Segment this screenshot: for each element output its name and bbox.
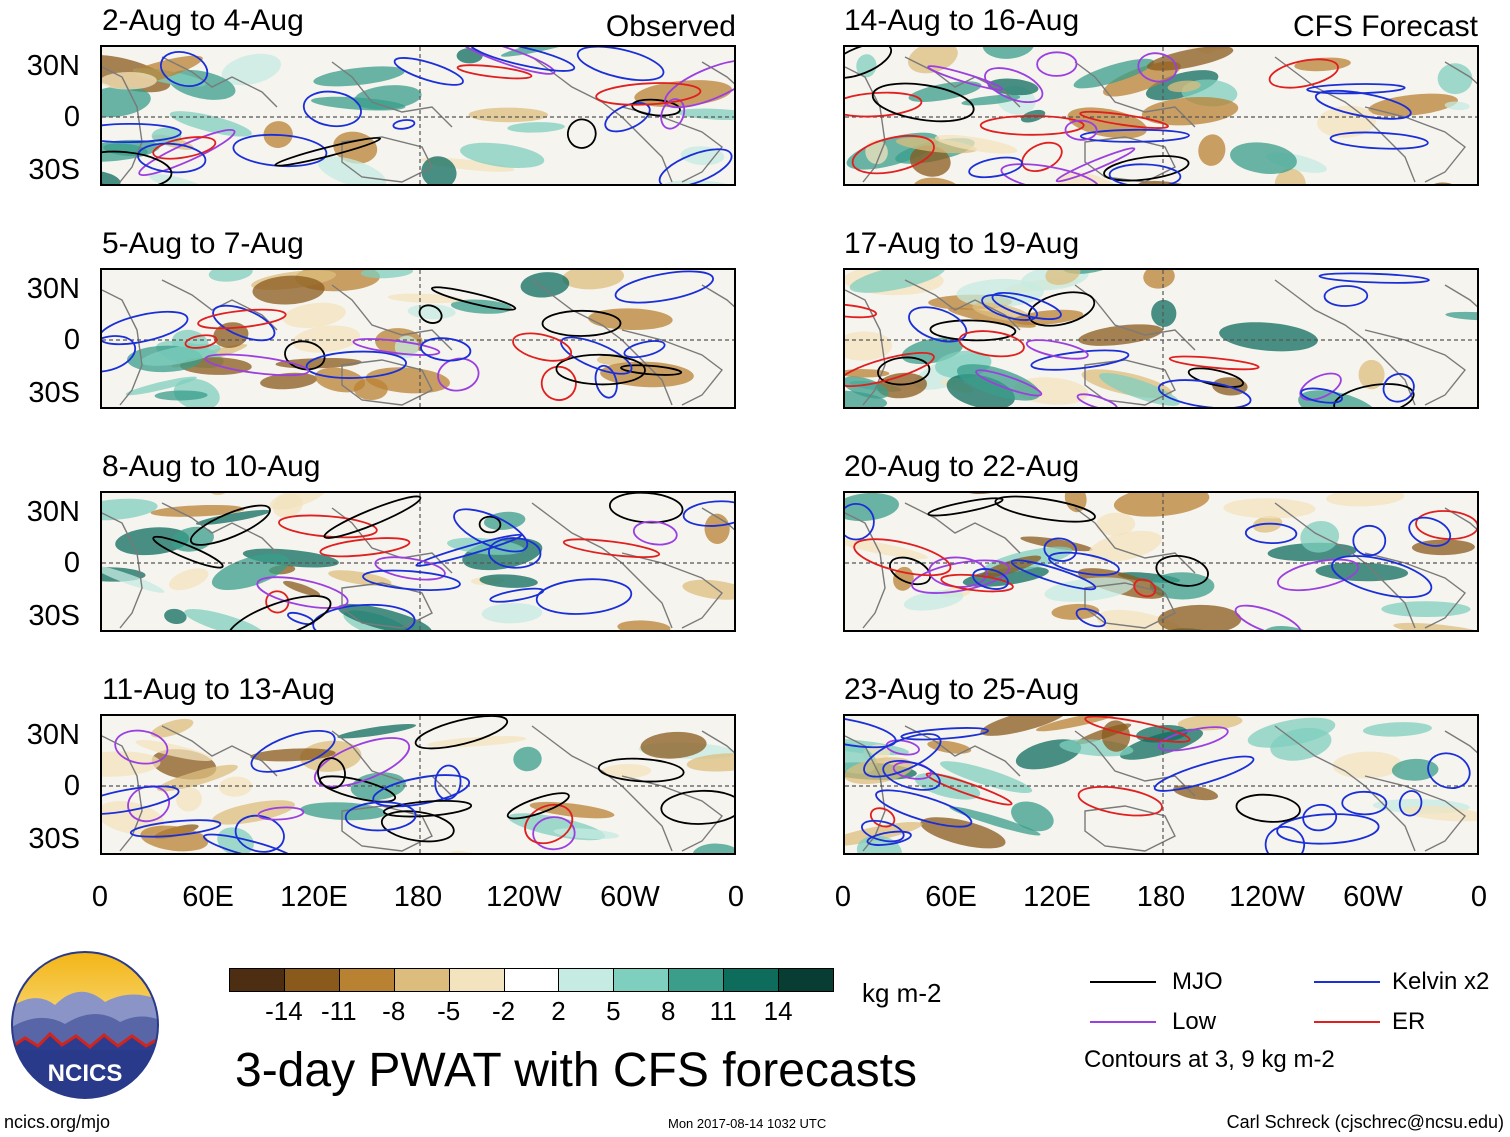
observed-header: Observed bbox=[605, 10, 736, 43]
colorbar-swatch bbox=[613, 968, 670, 992]
wave-contours bbox=[102, 47, 734, 184]
map-panel-obs-2 bbox=[100, 268, 736, 409]
lat-label-30s: 30S bbox=[28, 377, 80, 409]
wave-contours bbox=[152, 493, 734, 630]
wave-contours bbox=[845, 47, 1429, 184]
lat-label-30n: 30N bbox=[26, 273, 80, 305]
colorbar-swatch bbox=[338, 968, 395, 992]
lat-label-eq: 0 bbox=[63, 101, 80, 133]
anomaly-field bbox=[102, 718, 734, 853]
legend-kelvin-swatch bbox=[1314, 981, 1380, 983]
map-panel-obs-4 bbox=[100, 714, 736, 855]
colorbar-swatch bbox=[229, 968, 285, 992]
colorbar-tick-label: -14 bbox=[265, 996, 303, 1026]
colorbar-tick-label: 2 bbox=[551, 996, 566, 1026]
lon-label-60e: 60E bbox=[182, 881, 234, 913]
lon-label-60w: 60W bbox=[1343, 881, 1403, 913]
coastlines bbox=[102, 279, 734, 406]
lon-label-0: 0 bbox=[834, 881, 852, 913]
panel-title-fcst-4: 23-Aug to 25-Aug bbox=[844, 673, 1080, 706]
legend-mjo-label: MJO bbox=[1172, 968, 1223, 995]
main-title: 3-day PWAT with CFS forecasts bbox=[235, 1044, 917, 1097]
colorbar bbox=[229, 968, 834, 992]
colorbar-swatch bbox=[283, 968, 340, 992]
lat-label-30n: 30N bbox=[26, 496, 80, 528]
colorbar-tick-label: -2 bbox=[491, 996, 516, 1026]
lon-label-120w: 120W bbox=[1229, 881, 1305, 913]
legend-low-label: Low bbox=[1172, 1008, 1217, 1035]
lat-label-eq: 0 bbox=[63, 547, 80, 579]
wave-contours bbox=[845, 495, 1477, 630]
legend-mjo-swatch bbox=[1090, 981, 1156, 983]
panel-title-fcst-2: 17-Aug to 19-Aug bbox=[844, 227, 1080, 260]
colorbar-tick-label: 8 bbox=[661, 996, 676, 1026]
colorbar-swatch bbox=[393, 968, 450, 992]
lon-label-180: 180 bbox=[393, 881, 443, 913]
lat-label-30s: 30S bbox=[28, 154, 80, 186]
lat-label-30n: 30N bbox=[26, 50, 80, 82]
colorbar-tick-label: -5 bbox=[437, 996, 461, 1026]
lat-label-30n: 30N bbox=[26, 719, 80, 751]
legend-er-swatch bbox=[1314, 1021, 1380, 1023]
colorbar-swatch bbox=[723, 968, 780, 992]
map-panel-obs-3 bbox=[100, 491, 736, 632]
panel-title-fcst-1: 14-Aug to 16-Aug bbox=[844, 4, 1080, 37]
panel-title-obs-3: 8-Aug to 10-Aug bbox=[102, 450, 321, 483]
legend-kelvin-label: Kelvin x2 bbox=[1392, 968, 1490, 995]
footer-author: Carl Schreck (cjschrec@ncsu.edu) bbox=[1226, 1112, 1504, 1132]
ncics-logo[interactable]: NCICS bbox=[10, 950, 160, 1100]
wave-contours bbox=[845, 716, 1471, 853]
wave-contours bbox=[102, 270, 714, 401]
panel-title-obs-4: 11-Aug to 13-Aug bbox=[102, 673, 335, 706]
logo-text: NCICS bbox=[48, 1060, 123, 1087]
lon-label-180: 180 bbox=[1136, 881, 1186, 913]
wave-contours bbox=[102, 716, 734, 853]
lon-label-120e: 120E bbox=[1023, 881, 1091, 913]
colorbar-tick-label: 14 bbox=[763, 996, 793, 1026]
lon-label-60w: 60W bbox=[600, 881, 660, 913]
panel-title-obs-1: 2-Aug to 4-Aug bbox=[102, 4, 304, 37]
lon-label-120w: 120W bbox=[486, 881, 562, 913]
anomaly-field bbox=[102, 493, 734, 630]
colorbar-swatch bbox=[503, 968, 560, 992]
colorbar-tick-label: -11 bbox=[320, 996, 357, 1026]
map-panel-fcst-4 bbox=[843, 714, 1479, 855]
lon-label-120e: 120E bbox=[280, 881, 348, 913]
lat-label-30s: 30S bbox=[28, 823, 80, 855]
lon-label-0-end: 0 bbox=[727, 881, 745, 913]
colorbar-swatch bbox=[668, 968, 725, 992]
lat-label-30s: 30S bbox=[28, 600, 80, 632]
panel-title-obs-2: 5-Aug to 7-Aug bbox=[102, 227, 304, 260]
footer-timestamp: Mon 2017-08-14 1032 UTC bbox=[668, 1116, 827, 1131]
footer-url[interactable]: ncics.org/mjo bbox=[4, 1112, 111, 1132]
coastlines bbox=[845, 725, 1477, 852]
colorbar-tick-label: 11 bbox=[709, 996, 737, 1026]
legend-er-label: ER bbox=[1392, 1008, 1426, 1035]
lat-label-eq: 0 bbox=[63, 324, 80, 356]
map-panel-fcst-1 bbox=[843, 45, 1479, 186]
panel-title-fcst-3: 20-Aug to 22-Aug bbox=[844, 450, 1080, 483]
colorbar-tick-label: 5 bbox=[606, 996, 621, 1026]
lat-label-eq: 0 bbox=[63, 770, 80, 802]
colorbar-tick-label: -8 bbox=[382, 996, 406, 1026]
wave-contours bbox=[845, 272, 1430, 407]
lon-label-0-end: 0 bbox=[1470, 881, 1488, 913]
legend-note: Contours at 3, 9 kg m-2 bbox=[1084, 1046, 1335, 1073]
cfs-forecast-header: CFS Forecast bbox=[1292, 10, 1478, 43]
colorbar-swatch bbox=[558, 968, 615, 992]
lon-label-0: 0 bbox=[91, 881, 109, 913]
coastlines bbox=[845, 56, 1477, 183]
map-panel-fcst-2 bbox=[843, 268, 1479, 409]
legend-low-swatch bbox=[1090, 1021, 1156, 1023]
map-panel-obs-1 bbox=[100, 45, 736, 186]
colorbar-swatch bbox=[448, 968, 505, 992]
colorbar-units: kg m-2 bbox=[862, 978, 942, 1008]
colorbar-ticks: -14 -11 -8 -5 -2 2 5 8 11 14 bbox=[229, 998, 833, 1028]
map-panel-fcst-3 bbox=[843, 491, 1479, 632]
lon-label-60e: 60E bbox=[925, 881, 977, 913]
colorbar-swatch bbox=[778, 968, 834, 992]
